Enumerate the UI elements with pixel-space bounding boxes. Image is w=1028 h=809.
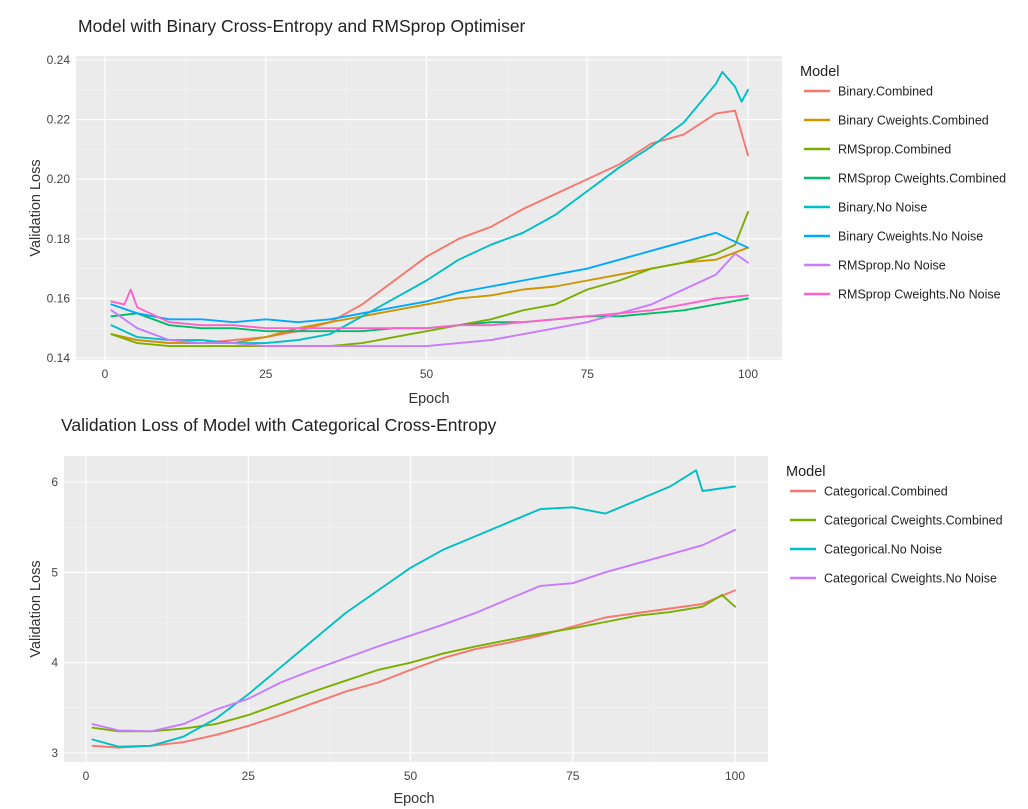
grid <box>64 456 768 762</box>
legend-label: RMSprop Cweights.Combined <box>838 172 1006 186</box>
series-line-binary-cweights-no-noise <box>110 231 749 324</box>
series-lines <box>91 469 736 749</box>
legend: Model Binary.Combined Binary Cweights.Com… <box>800 64 1006 302</box>
y-axis-ticks: 3 4 5 6 <box>51 475 58 760</box>
chart-binary-rmsprop: Model with Binary Cross-Entropy and RMSp… <box>28 16 1006 407</box>
x-tick-label: 0 <box>83 769 90 783</box>
x-tick-label: 75 <box>581 367 595 381</box>
legend-label: Categorical.No Noise <box>824 543 942 557</box>
chart-title: Validation Loss of Model with Categorica… <box>61 415 497 435</box>
legend-item[interactable]: Binary.No Noise <box>804 201 927 215</box>
legend-item[interactable]: Categorical.Combined <box>790 485 948 499</box>
series-line-rmsprop-cweights-no-noise <box>110 288 749 330</box>
legend-label: Binary.Combined <box>838 85 933 99</box>
y-tick-label: 6 <box>51 475 58 489</box>
legend-item[interactable]: Categorical Cweights.Combined <box>790 514 1003 528</box>
legend-label: Categorical Cweights.Combined <box>824 514 1003 528</box>
legend-title: Model <box>786 464 826 480</box>
legend-item[interactable]: RMSprop Cweights.No Noise <box>804 288 1001 302</box>
y-axis-ticks: 0.14 0.16 0.18 0.20 0.22 0.24 <box>47 53 71 365</box>
x-axis-title: Epoch <box>393 791 434 807</box>
x-axis-title: Epoch <box>408 391 449 407</box>
legend-item[interactable]: Categorical Cweights.No Noise <box>790 572 997 586</box>
x-tick-label: 75 <box>566 769 580 783</box>
legend-label: Binary.No Noise <box>838 201 927 215</box>
legend-item[interactable]: Binary Cweights.No Noise <box>804 230 983 244</box>
legend-item[interactable]: RMSprop Cweights.Combined <box>804 172 1006 186</box>
x-tick-label: 0 <box>102 367 109 381</box>
x-tick-label: 100 <box>738 367 758 381</box>
series-line-categorical-cweights-combined <box>91 593 736 733</box>
y-tick-label: 0.14 <box>47 351 71 365</box>
x-tick-label: 100 <box>725 769 745 783</box>
series-line-categorical-combined <box>91 589 736 749</box>
y-tick-label: 0.24 <box>47 53 71 67</box>
legend-label: RMSprop Cweights.No Noise <box>838 288 1001 302</box>
legend-item[interactable]: RMSprop.No Noise <box>804 259 946 273</box>
legend-label: Binary Cweights.Combined <box>838 114 989 128</box>
legend-item[interactable]: Binary Cweights.Combined <box>804 114 989 128</box>
y-axis-title: Validation Loss <box>28 159 44 256</box>
legend-label: RMSprop.No Noise <box>838 259 946 273</box>
legend-label: Categorical Cweights.No Noise <box>824 572 997 586</box>
series-lines <box>110 70 749 348</box>
plot-panel <box>76 56 782 360</box>
x-tick-label: 50 <box>420 367 434 381</box>
y-tick-label: 5 <box>51 565 58 579</box>
x-tick-label: 25 <box>242 769 256 783</box>
grid <box>76 56 782 360</box>
x-tick-label: 50 <box>404 769 418 783</box>
legend: Model Categorical.Combined Categorical Cw… <box>786 464 1003 586</box>
y-tick-label: 0.22 <box>47 113 71 127</box>
legend-title: Model <box>800 64 840 80</box>
x-axis-ticks: 0 25 50 75 100 <box>102 367 759 381</box>
legend-item[interactable]: Binary.Combined <box>804 85 933 99</box>
y-tick-label: 0.16 <box>47 291 71 305</box>
legend-label: RMSprop.Combined <box>838 143 951 157</box>
y-tick-label: 0.18 <box>47 232 71 246</box>
chart-title: Model with Binary Cross-Entropy and RMSp… <box>78 16 526 36</box>
series-line-categorical-cweights-no-noise <box>91 528 736 733</box>
legend-item[interactable]: Categorical.No Noise <box>790 543 942 557</box>
chart-categorical: Validation Loss of Model with Categorica… <box>28 415 1003 807</box>
x-tick-label: 25 <box>259 367 273 381</box>
plot-panel <box>64 456 768 762</box>
x-axis-ticks: 0 25 50 75 100 <box>83 769 746 783</box>
y-tick-label: 3 <box>51 746 58 760</box>
y-tick-label: 0.20 <box>47 172 71 186</box>
series-line-rmsprop-no-noise <box>110 252 749 348</box>
series-line-rmsprop-combined <box>110 211 749 348</box>
legend-label: Binary Cweights.No Noise <box>838 230 983 244</box>
y-axis-title: Validation Loss <box>28 560 44 657</box>
legend-label: Categorical.Combined <box>824 485 948 499</box>
series-line-categorical-no-noise <box>91 469 736 748</box>
legend-item[interactable]: RMSprop.Combined <box>804 143 951 157</box>
y-tick-label: 4 <box>51 656 58 670</box>
